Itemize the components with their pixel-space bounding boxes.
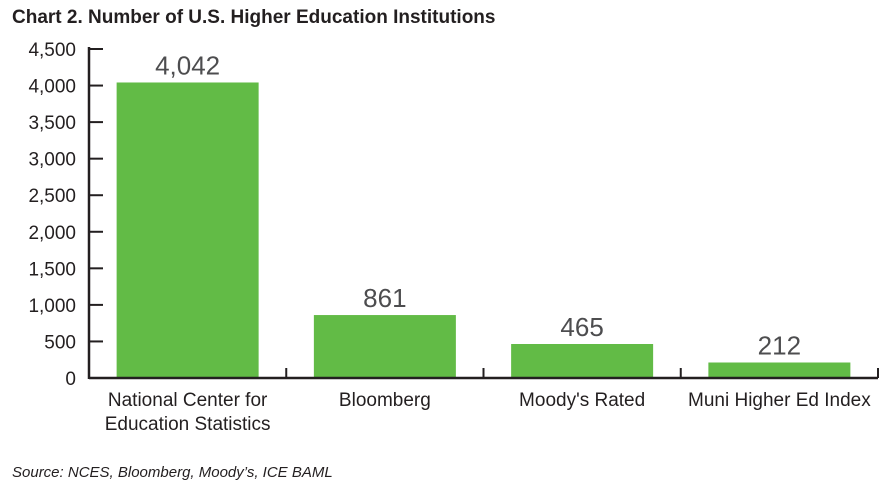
bar <box>313 315 456 378</box>
bar-value-label: 861 <box>363 283 406 313</box>
bars <box>116 82 851 378</box>
x-category-label: Moody's Rated <box>519 390 645 411</box>
bar-value-label: 465 <box>560 312 603 342</box>
bar <box>116 82 259 378</box>
x-axis-labels: National Center for Education Statistics B… <box>105 390 872 435</box>
y-tick-label: 3,000 <box>28 150 76 171</box>
y-tick-label: 2,500 <box>28 186 76 207</box>
axes <box>87 47 879 380</box>
y-tick-label: 4,000 <box>28 77 76 98</box>
source-note: Source: NCES, Bloomberg, Moody’s, ICE BA… <box>12 464 333 481</box>
value-labels: 4,042 861 465 212 <box>155 50 801 360</box>
x-category-label: Bloomberg <box>339 390 431 411</box>
y-axis-ticks: 0 500 1,000 1,500 2,000 2,500 3,000 3,500 4,000 4… <box>28 40 103 390</box>
bar <box>708 362 851 378</box>
x-category-label: National Center for Education Statistics <box>105 390 271 435</box>
bar-value-label: 4,042 <box>155 50 220 80</box>
y-tick-label: 2,000 <box>28 223 76 244</box>
y-tick-label: 0 <box>65 369 76 390</box>
y-tick-label: 1,500 <box>28 259 76 280</box>
y-tick-label: 1,000 <box>28 296 76 317</box>
y-tick-label: 3,500 <box>28 113 76 134</box>
y-tick-label: 4,500 <box>28 40 76 61</box>
chart-title: Chart 2. Number of U.S. Higher Education… <box>12 7 496 28</box>
bar <box>511 344 654 378</box>
x-category-label: Muni Higher Ed Index <box>688 390 871 411</box>
bar-value-label: 212 <box>758 331 801 361</box>
y-tick-label: 500 <box>44 332 76 353</box>
